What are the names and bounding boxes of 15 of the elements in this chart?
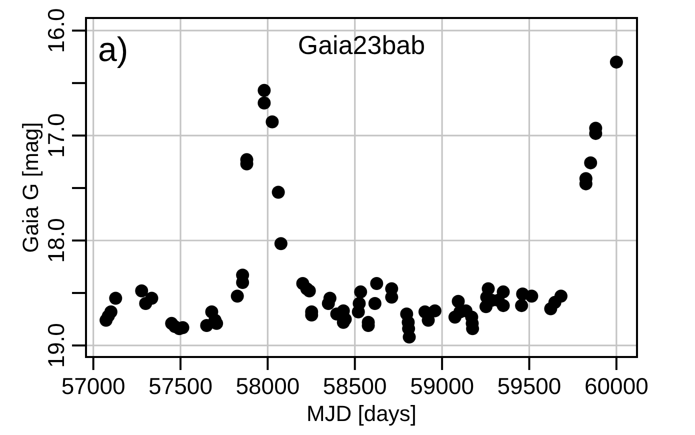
x-tick-label: 57000 xyxy=(61,372,126,399)
y-tick-label: 19.0 xyxy=(43,323,69,368)
y-tick-label: 16.0 xyxy=(43,8,69,53)
x-tick-label: 58000 xyxy=(236,372,300,399)
y-tick-label: 17.0 xyxy=(43,113,69,158)
x-tick-label: 57500 xyxy=(148,372,212,399)
annotation: Gaia23bab xyxy=(298,30,426,60)
x-tick-label: 60000 xyxy=(584,372,648,399)
y-axis-title: Gaia G [mag] xyxy=(18,122,43,253)
x-tick-label: 58500 xyxy=(322,372,387,399)
x-tick-label: 59000 xyxy=(410,372,474,399)
y-tick-label: 18.0 xyxy=(43,218,69,263)
x-axis-title: MJD [days] xyxy=(306,401,417,426)
x-tick-label: 59500 xyxy=(497,372,562,399)
annotation: a) xyxy=(98,31,128,69)
